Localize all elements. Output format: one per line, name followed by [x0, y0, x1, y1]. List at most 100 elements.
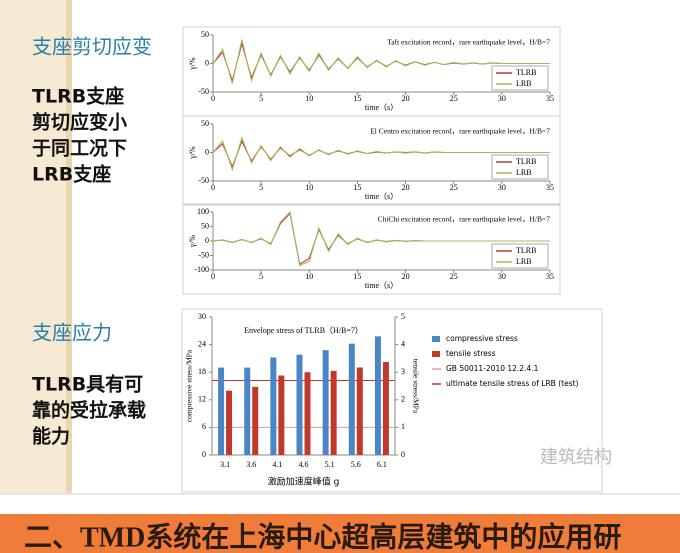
legend-label: ultimate tensile stress of LRB (test) — [446, 379, 579, 388]
y-tick-label: 24 — [198, 339, 206, 348]
x-tick-label: 5 — [259, 183, 263, 192]
legend-label: TLRB — [516, 157, 536, 166]
bar — [374, 336, 381, 455]
section-line: 能力 — [32, 425, 70, 448]
legend-label: LRB — [516, 257, 532, 266]
x-tick-label: 15 — [353, 183, 361, 192]
y2-tick-label: 5 — [401, 312, 405, 321]
bar — [356, 367, 363, 455]
chart-title: Taft excitation record，rare earthquake l… — [387, 38, 550, 47]
x-tick-label: 5 — [259, 272, 263, 281]
legend — [491, 243, 549, 269]
x-axis-label: time（s） — [365, 281, 398, 290]
x-tick-label: 3.6 — [246, 460, 256, 469]
x-axis-label: 激励加速度峰值 g — [268, 476, 340, 488]
bar — [218, 367, 225, 455]
y-tick-label: -50 — [198, 87, 209, 96]
x-tick-label: 3.1 — [220, 460, 230, 469]
y-tick-label: 18 — [198, 367, 206, 376]
bar — [322, 350, 329, 455]
section-line: 靠的受拉承载 — [32, 399, 146, 422]
chart-title: ChiChi excitation record，rare earthquake… — [377, 215, 550, 224]
y2-tick-label: 1 — [401, 422, 405, 431]
x-tick-label: 10 — [305, 272, 313, 281]
side-stripe — [0, 0, 72, 493]
legend — [491, 65, 549, 91]
bar — [296, 354, 303, 455]
y-tick-label: -50 — [198, 176, 209, 185]
x-tick-label: 15 — [353, 272, 361, 281]
x-tick-label: 5.1 — [325, 460, 335, 469]
chart-frame — [181, 308, 603, 493]
y-tick-label: 100 — [197, 207, 209, 216]
y-tick-label: 0 — [205, 58, 209, 67]
y-tick-label: 50 — [201, 30, 209, 39]
bar — [244, 367, 251, 455]
bar — [382, 361, 389, 455]
x-tick-label: 20 — [402, 94, 410, 103]
series-line — [212, 39, 550, 84]
banner-bg — [0, 514, 680, 553]
legend-swatch — [432, 336, 440, 342]
legend-label: LRB — [516, 79, 532, 88]
y-tick-label: -100 — [194, 265, 209, 274]
bar — [330, 370, 337, 455]
legend-swatch — [432, 351, 440, 357]
x-tick-label: 4.6 — [299, 460, 309, 469]
legend-label: TLRB — [516, 68, 536, 77]
legend-label: tensile stress — [446, 349, 496, 358]
x-tick-label: 5 — [259, 94, 263, 103]
x-tick-label: 30 — [498, 94, 506, 103]
y-tick-label: 6 — [202, 422, 206, 431]
y2-tick-label: 0 — [401, 450, 405, 459]
x-tick-label: 25 — [450, 94, 458, 103]
legend-label: LRB — [516, 168, 532, 177]
legend-label: GB 50011-2010 12.2.4.1 — [446, 364, 539, 373]
section-line: TLRB支座 — [32, 85, 124, 108]
x-tick-label: 30 — [498, 183, 506, 192]
x-tick-label: 10 — [305, 183, 313, 192]
y-tick-label: 0 — [202, 450, 206, 459]
x-tick-label: 0 — [211, 272, 215, 281]
y2-tick-label: 3 — [401, 367, 405, 376]
y-tick-label: 0 — [205, 236, 209, 245]
x-tick-label: 20 — [402, 272, 410, 281]
chart-frame — [182, 203, 561, 295]
banner-text: 二、TMD系统在上海中心超高层建筑中的应用研 — [24, 520, 621, 553]
y-axis-label: γ/% — [188, 234, 197, 248]
legend — [491, 154, 549, 180]
series-line — [212, 135, 550, 172]
y-tick-label: 30 — [198, 312, 206, 321]
section-line: 于同工况下 — [32, 138, 127, 160]
chart-title: Envelope stress of TLRB（H/B=7） — [244, 326, 363, 335]
y2-tick-label: 2 — [401, 395, 405, 404]
x-tick-label: 30 — [498, 272, 506, 281]
x-axis-label: time（s） — [365, 192, 398, 201]
x-axis-label: time（s） — [365, 103, 398, 112]
legend-label: TLRB — [516, 246, 536, 255]
x-tick-label: 4.1 — [272, 460, 282, 469]
x-tick-label: 6.1 — [377, 460, 387, 469]
x-tick-label: 0 — [211, 183, 215, 192]
series-line — [212, 210, 550, 267]
x-tick-label: 35 — [546, 272, 554, 281]
section-line: LRB支座 — [32, 163, 111, 186]
y2-tick-label: 4 — [401, 339, 405, 348]
y-axis-label: compressive stress/MPa — [185, 349, 194, 422]
side-stripe-edge — [66, 0, 72, 493]
x-tick-label: 5.6 — [351, 460, 361, 469]
chart-title: El Centro excitation record，rare earthqu… — [370, 127, 550, 136]
bar — [226, 390, 233, 455]
y-tick-label: -50 — [198, 250, 209, 259]
y-tick-label: 0 — [205, 147, 209, 156]
section-heading: 支座应力 — [32, 321, 112, 345]
x-tick-label: 35 — [546, 183, 554, 192]
y2-axis-label: tensile stress/MPa — [411, 359, 420, 414]
watermark: 建筑结构 — [540, 447, 612, 468]
bar — [304, 372, 311, 455]
y-axis-label: γ/% — [188, 57, 197, 71]
x-tick-label: 25 — [450, 272, 458, 281]
y-tick-label: 50 — [201, 119, 209, 128]
bar — [252, 386, 259, 455]
